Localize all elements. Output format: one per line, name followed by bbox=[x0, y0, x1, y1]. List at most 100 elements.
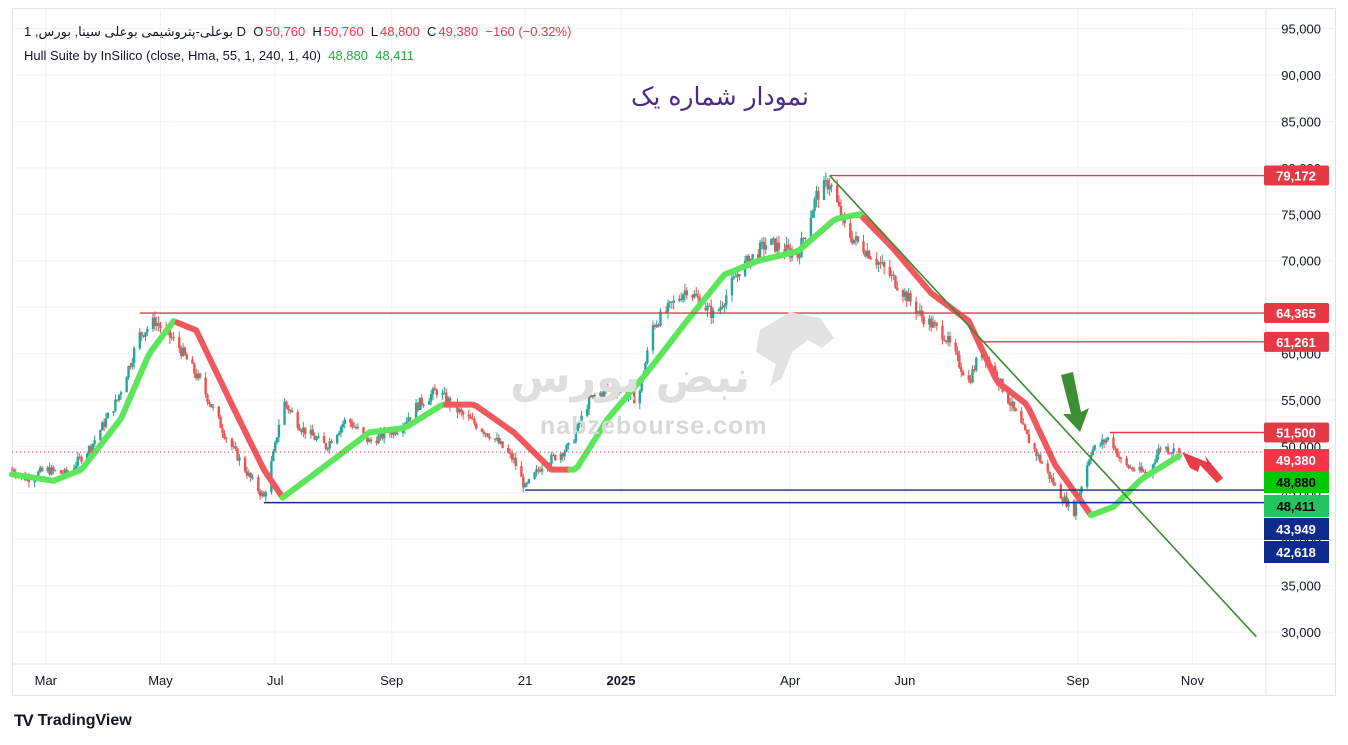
candle-body bbox=[1023, 424, 1027, 430]
tradingview-logo[interactable]: TV TradingView bbox=[14, 711, 132, 731]
candle-body bbox=[328, 441, 331, 449]
candle-body bbox=[948, 336, 952, 343]
candle-body bbox=[668, 301, 672, 303]
tradingview-logo-icon: TV bbox=[14, 711, 34, 730]
candle-body bbox=[195, 373, 198, 379]
candle-body bbox=[1157, 448, 1160, 455]
y-tick-label: 85,000 bbox=[1281, 114, 1321, 129]
candle-body bbox=[826, 180, 829, 190]
candle-body bbox=[480, 428, 484, 432]
chart-overlay-title: نمودار شماره یک bbox=[631, 82, 809, 111]
candle-body bbox=[958, 354, 961, 368]
candle-body bbox=[409, 417, 412, 419]
candle-body bbox=[738, 274, 741, 276]
candle-body bbox=[431, 388, 435, 395]
candle-body bbox=[804, 237, 807, 239]
x-tick-label: Sep bbox=[380, 673, 403, 688]
candle-body bbox=[217, 406, 220, 417]
candle-body bbox=[520, 466, 523, 477]
candle-body bbox=[1061, 498, 1064, 502]
symbol-legend[interactable]: 1 ,بوعلی-پتروشیمی بوعلی سینا, بورس D O 50… bbox=[24, 24, 571, 40]
candle-body bbox=[732, 276, 736, 279]
candle-body bbox=[341, 424, 345, 428]
candle-body bbox=[206, 394, 209, 403]
candle-body bbox=[824, 180, 828, 182]
candle-body bbox=[916, 311, 920, 314]
price-tag bbox=[1264, 471, 1329, 493]
candle-body bbox=[706, 305, 709, 311]
candle-body bbox=[172, 337, 175, 339]
candle-body bbox=[93, 440, 96, 444]
candle-body bbox=[1027, 434, 1031, 444]
candle-body bbox=[514, 457, 517, 467]
candle-body bbox=[510, 453, 514, 460]
level-tag-label: 79,172 bbox=[1276, 169, 1316, 184]
candle-body bbox=[1172, 448, 1175, 453]
candle-body bbox=[954, 342, 957, 352]
candle-body bbox=[407, 417, 410, 422]
hull-band-segment bbox=[9, 318, 181, 484]
chart-frame[interactable] bbox=[12, 8, 1336, 696]
candle-body bbox=[775, 242, 779, 252]
candle-body bbox=[132, 348, 136, 363]
candle-body bbox=[708, 305, 711, 307]
candle-body bbox=[632, 391, 636, 404]
indicator-name[interactable]: Hull Suite by InSilico (close, Hma, 55, … bbox=[24, 48, 321, 63]
candle-body bbox=[822, 180, 826, 200]
candle-body bbox=[723, 305, 726, 307]
candle-body bbox=[117, 394, 121, 401]
candle-body bbox=[525, 482, 529, 484]
candle-body bbox=[251, 477, 254, 479]
candle-body bbox=[894, 275, 897, 288]
candle-body bbox=[1117, 456, 1121, 458]
candle-body bbox=[685, 290, 689, 296]
candle-body bbox=[837, 201, 841, 206]
x-tick-label: May bbox=[148, 673, 173, 688]
trendline[interactable] bbox=[829, 175, 1257, 638]
candle-body bbox=[106, 412, 110, 419]
candle-body bbox=[967, 375, 970, 381]
candle-body bbox=[945, 340, 948, 343]
candle-body bbox=[486, 433, 489, 437]
watermark-site: nabzebourse.com bbox=[540, 412, 768, 440]
y-tick-label: 70,000 bbox=[1281, 254, 1321, 269]
candle-body bbox=[435, 390, 439, 395]
candle-body bbox=[1131, 467, 1134, 470]
candle-body bbox=[1022, 422, 1025, 425]
level-tag bbox=[1264, 422, 1329, 443]
candle-body bbox=[1168, 452, 1172, 454]
candle-body bbox=[1153, 462, 1157, 465]
candle-body bbox=[467, 414, 470, 417]
candle-body bbox=[537, 469, 540, 471]
candle-body bbox=[1040, 461, 1044, 464]
candle-body bbox=[657, 324, 660, 326]
candle-body bbox=[168, 328, 172, 338]
candle-body bbox=[104, 418, 108, 427]
candle-body bbox=[1166, 447, 1170, 453]
candle-body bbox=[565, 445, 568, 452]
candle-body bbox=[1008, 403, 1012, 406]
candle-body bbox=[247, 472, 251, 476]
y-tick-label: 35,000 bbox=[1281, 579, 1321, 594]
indicator-legend[interactable]: Hull Suite by InSilico (close, Hma, 55, … bbox=[24, 48, 414, 63]
candle-body bbox=[119, 392, 123, 395]
candle-body bbox=[943, 339, 946, 341]
candle-body bbox=[798, 257, 801, 259]
candle-body bbox=[1129, 467, 1132, 469]
candle-body bbox=[552, 454, 555, 456]
y-tick-label: 75,000 bbox=[1281, 207, 1321, 222]
symbol-name[interactable]: 1 ,بوعلی-پتروشیمی بوعلی سینا, بورس D bbox=[24, 24, 247, 39]
candle-body bbox=[1025, 429, 1029, 435]
candle-body bbox=[1038, 454, 1042, 462]
candle-body bbox=[369, 439, 373, 441]
low-label: L bbox=[370, 24, 379, 39]
price-tag bbox=[1264, 518, 1329, 540]
candle-body bbox=[835, 185, 839, 202]
candle-body bbox=[1033, 443, 1036, 450]
candle-body bbox=[288, 410, 292, 412]
y-tick-label: 30,000 bbox=[1281, 625, 1321, 640]
candle-body bbox=[587, 395, 591, 410]
candle-body bbox=[238, 457, 241, 461]
candle-body bbox=[960, 367, 963, 372]
